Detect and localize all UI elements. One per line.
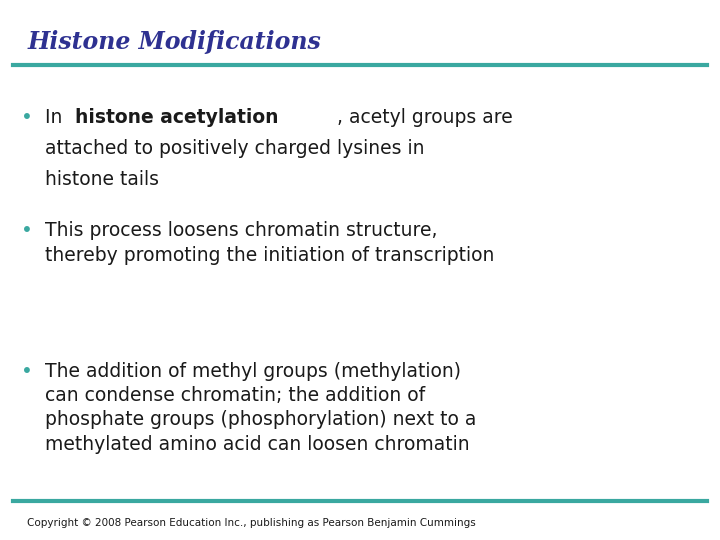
Text: In: In bbox=[45, 108, 68, 127]
Text: •: • bbox=[22, 221, 33, 240]
Text: Copyright © 2008 Pearson Education Inc., publishing as Pearson Benjamin Cummings: Copyright © 2008 Pearson Education Inc.,… bbox=[27, 518, 476, 528]
Text: •: • bbox=[22, 108, 33, 127]
Text: This process loosens chromatin structure,
thereby promoting the initiation of tr: This process loosens chromatin structure… bbox=[45, 221, 494, 265]
Text: , acetyl groups are: , acetyl groups are bbox=[338, 108, 513, 127]
Text: attached to positively charged lysines in: attached to positively charged lysines i… bbox=[45, 139, 424, 158]
Text: Histone Modifications: Histone Modifications bbox=[27, 30, 321, 53]
Text: The addition of methyl groups (methylation)
can condense chromatin; the addition: The addition of methyl groups (methylati… bbox=[45, 362, 476, 454]
Text: •: • bbox=[22, 362, 33, 381]
Text: histone tails: histone tails bbox=[45, 170, 158, 188]
Text: histone acetylation: histone acetylation bbox=[75, 108, 279, 127]
